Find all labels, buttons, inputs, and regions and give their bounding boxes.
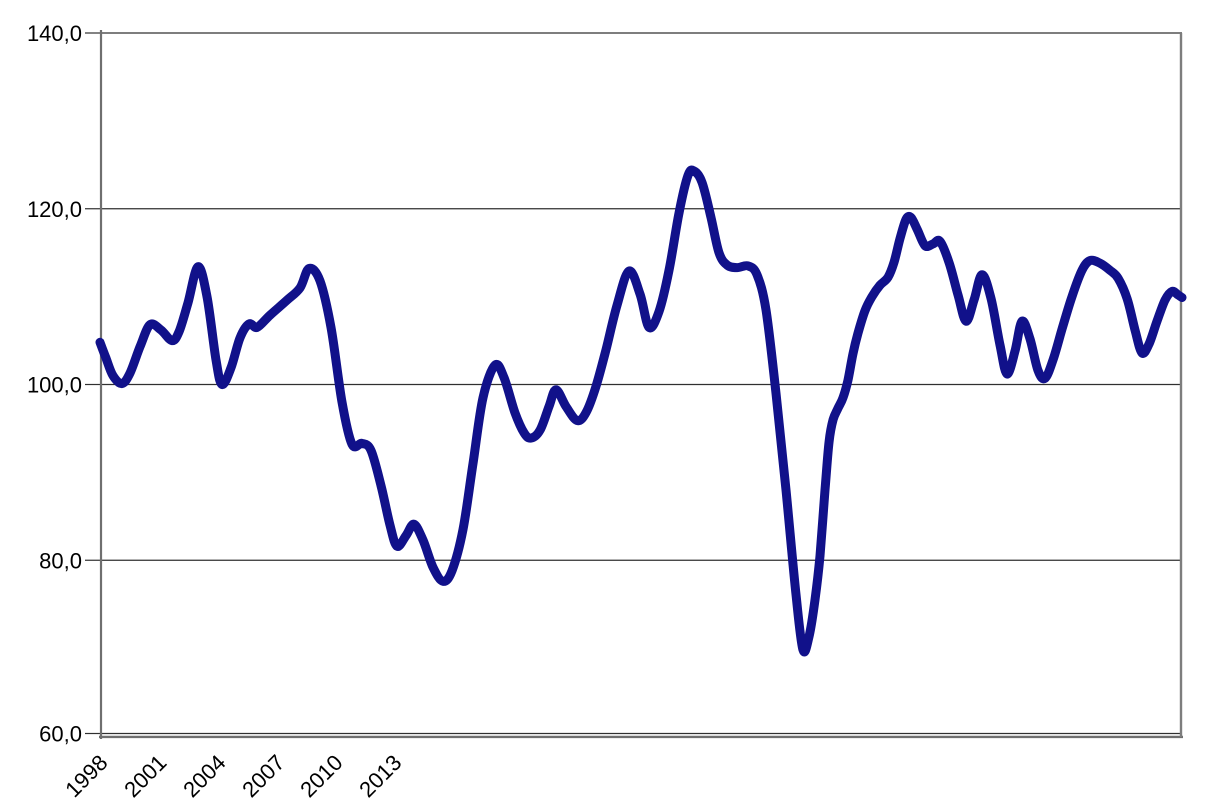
y-axis-tick-labels: 140,0 120,0 100,0 80,0 60,0	[27, 21, 82, 747]
x-axis-tick-label: 2010	[295, 750, 347, 802]
y-axis-tick-label: 80,0	[39, 548, 82, 573]
y-axis-tick-label: 60,0	[39, 722, 82, 747]
data-series-line	[95, 165, 1187, 657]
y-axis-tick-label: 100,0	[27, 373, 82, 398]
axes-layer	[99, 30, 1183, 739]
x-axis-tick-label: 1998	[60, 750, 112, 802]
x-axis-tick-label: 2001	[119, 750, 171, 802]
y-axis-tick-label: 120,0	[27, 197, 82, 222]
x-axis-tick-label: 2013	[354, 750, 406, 802]
x-axis-tick-label: 2007	[237, 750, 289, 802]
x-axis-tick-label: 2004	[178, 750, 230, 802]
y-axis-tick-label: 140,0	[27, 21, 82, 46]
gridlines-layer	[85, 32, 1182, 735]
x-axis-tick-labels: 1998 2001 2004 2007 2010 2013	[60, 750, 406, 802]
